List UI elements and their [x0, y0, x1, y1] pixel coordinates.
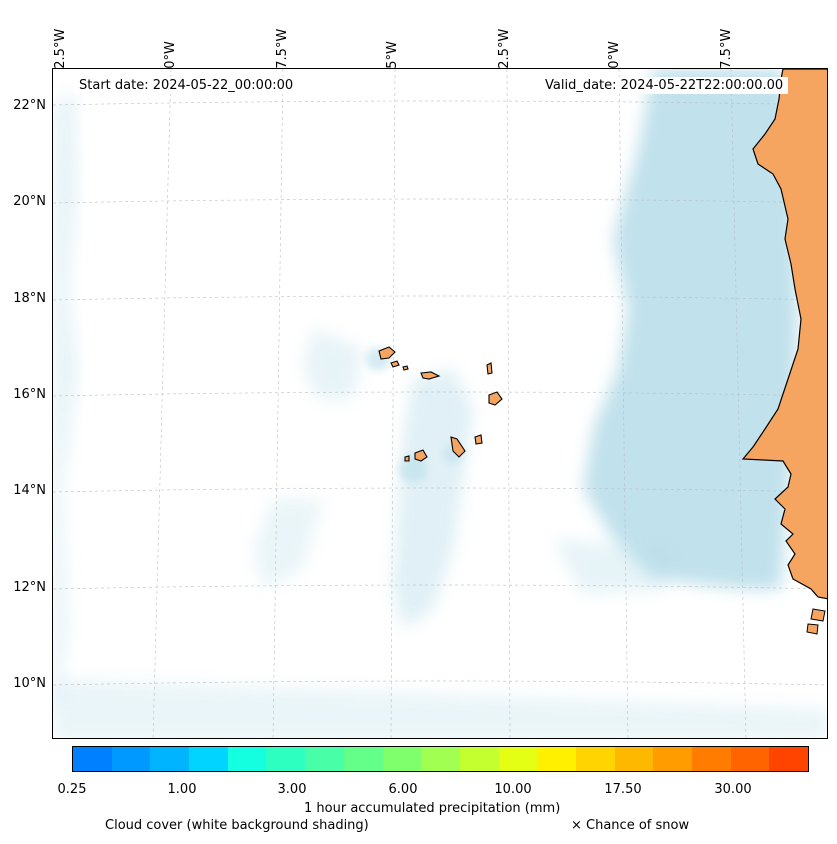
- graticule: [53, 69, 827, 738]
- fogo-island: [414, 449, 428, 462]
- lat-label-22n: 22°N: [13, 98, 46, 113]
- colorbar-swatch-11: [498, 747, 538, 771]
- colorbar-swatch-6: [305, 747, 344, 771]
- colorbar-tick-30-00: 30.00: [714, 782, 752, 797]
- lat-label-14n: 14°N: [13, 483, 46, 498]
- colorbar-swatch-16: [692, 747, 731, 771]
- sal-island: [486, 362, 493, 375]
- colorbar-swatch-18: [769, 747, 809, 771]
- colorbar-swatch-8: [382, 747, 422, 771]
- colorbar-swatch-10: [459, 747, 499, 771]
- map-panel: [52, 68, 828, 739]
- cloud-cover-shading: [53, 69, 827, 738]
- lat-label-12n: 12°N: [13, 580, 46, 595]
- colorbar-tick-0-25: 0.25: [57, 782, 87, 797]
- precipitation-colorbar: [72, 746, 809, 772]
- valid-date-label: Valid_date: 2024-05-22T22:00:00.00: [540, 77, 789, 94]
- colorbar-tick-17-50: 17.50: [604, 782, 642, 797]
- santo-antao-island: [378, 346, 396, 360]
- lat-label-20n: 20°N: [13, 194, 46, 209]
- map-canvas: [53, 69, 827, 738]
- lat-label-16n: 16°N: [13, 387, 46, 402]
- colorbar-swatch-13: [575, 747, 615, 771]
- start-date-label: Start date: 2024-05-22_00:00:00: [74, 77, 299, 94]
- colorbar-swatch-3: [189, 747, 228, 771]
- santa-luzia-island: [402, 365, 409, 371]
- sao-vicente-island: [390, 360, 400, 368]
- colorbar-swatch-9: [421, 747, 460, 771]
- maio-island: [474, 434, 483, 445]
- coastal-island: [806, 623, 819, 635]
- colorbar-swatch-15: [653, 747, 692, 771]
- colorbar-swatch-14: [614, 747, 654, 771]
- brava-island: [404, 455, 410, 462]
- bijagos-island: [810, 608, 826, 622]
- boa-vista-island: [488, 391, 503, 406]
- colorbar-swatch-2: [150, 747, 190, 771]
- colorbar-swatch-0: [73, 747, 112, 771]
- cloud-cover-legend: Cloud cover (white background shading): [105, 818, 369, 833]
- colorbar-tick-1-00: 1.00: [167, 782, 197, 797]
- colorbar-label: 1 hour accumulated precipitation (mm): [304, 801, 561, 816]
- lat-label-10n: 10°N: [13, 676, 46, 691]
- colorbar-tick-6-00: 6.00: [388, 782, 418, 797]
- colorbar-swatch-5: [266, 747, 306, 771]
- sao-nicolau-island: [420, 371, 441, 380]
- africa-landmass: [741, 69, 827, 600]
- colorbar-swatch-7: [343, 747, 383, 771]
- snow-legend: × Chance of snow: [571, 818, 690, 833]
- colorbar-tick-10-00: 10.00: [494, 782, 532, 797]
- cape-verde-islands: [378, 346, 503, 462]
- colorbar-swatch-4: [227, 747, 267, 771]
- santiago-island: [450, 436, 466, 458]
- lat-label-18n: 18°N: [13, 291, 46, 306]
- colorbar-swatch-1: [111, 747, 151, 771]
- colorbar-tick-3-00: 3.00: [277, 782, 307, 797]
- colorbar-swatch-12: [537, 747, 576, 771]
- colorbar-swatch-17: [730, 747, 770, 771]
